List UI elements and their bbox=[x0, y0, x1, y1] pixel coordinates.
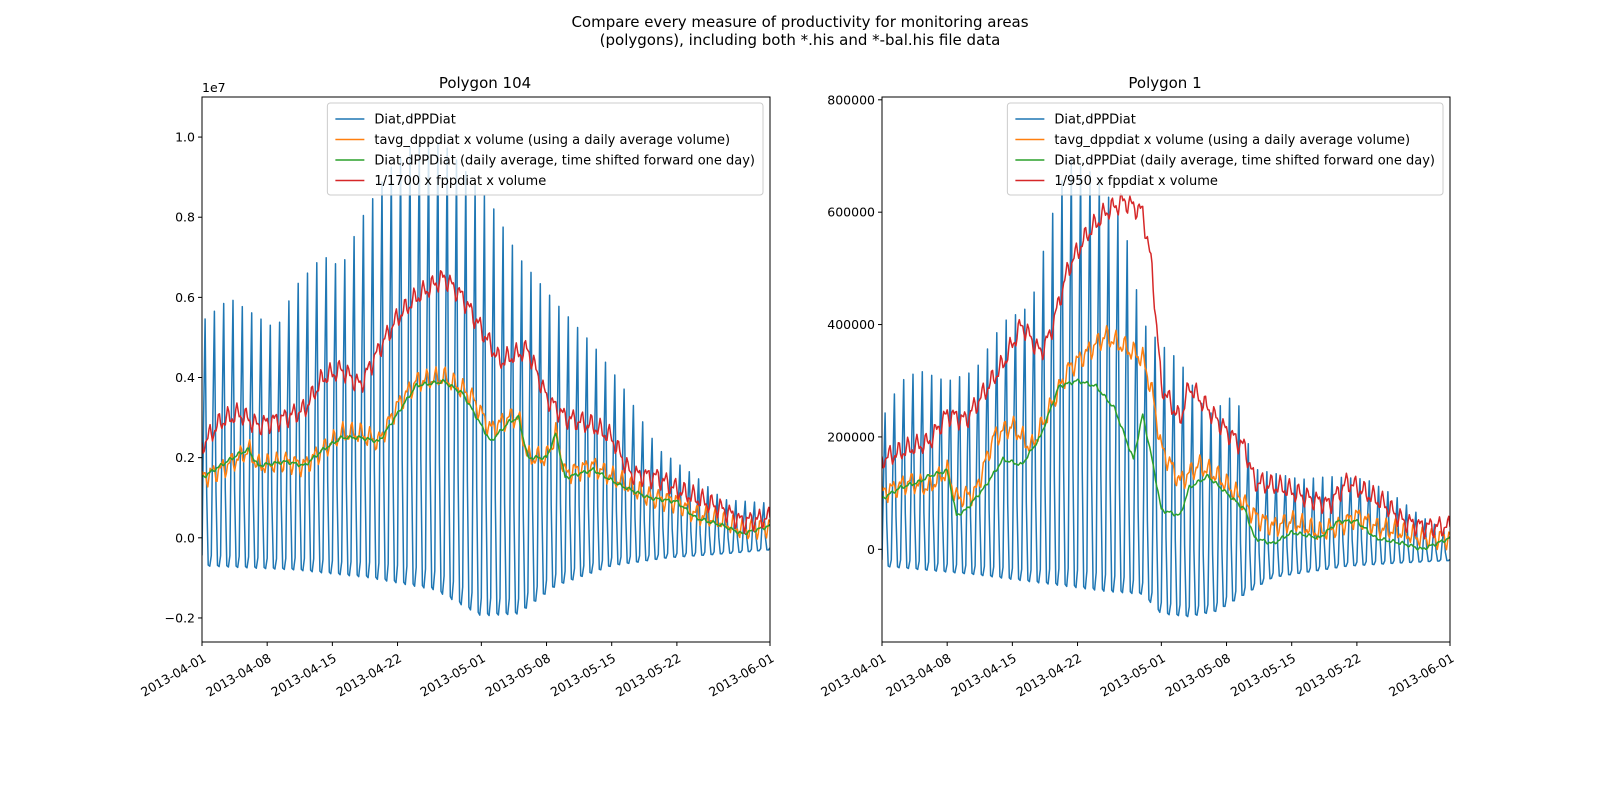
legend-label: 1/1700 x fppdiat x volume bbox=[374, 174, 546, 189]
y-tick-label: 200000 bbox=[827, 429, 875, 444]
x-tick-label: 2013-06-01 bbox=[1386, 650, 1456, 699]
series-line bbox=[202, 139, 770, 617]
legend-entry: Diat,dPPDiat bbox=[1015, 113, 1136, 128]
series-line bbox=[202, 366, 770, 540]
series-group bbox=[882, 160, 1450, 618]
chart-title: Polygon 104 bbox=[439, 74, 531, 92]
legend-entry: Diat,dPPDiat (daily average, time shifte… bbox=[335, 154, 755, 169]
legend-label: tavg_dppdiat x volume (using a daily ave… bbox=[1054, 133, 1410, 148]
legend-frame bbox=[1006, 102, 1444, 196]
legend-label: Diat,dPPDiat bbox=[1054, 113, 1135, 128]
legend-entry: tavg_dppdiat x volume (using a daily ave… bbox=[1015, 133, 1410, 148]
x-tick-label: 2013-06-01 bbox=[706, 650, 776, 699]
series-line bbox=[202, 378, 770, 536]
legend-frame bbox=[326, 102, 764, 196]
x-tick-label: 2013-04-08 bbox=[883, 650, 953, 699]
axes-frame bbox=[201, 96, 771, 643]
y-tick-label: 0.2 bbox=[175, 450, 195, 465]
series-line bbox=[882, 193, 1450, 540]
y-tick-label: 1.0 bbox=[175, 130, 195, 145]
x-tick-label: 2013-05-08 bbox=[483, 650, 553, 699]
x-tick-label: 2013-04-15 bbox=[268, 650, 338, 699]
y-offset-text: 1e7 bbox=[202, 80, 226, 95]
y-tick-label: 0 bbox=[867, 542, 875, 557]
x-tick-label: 2013-05-22 bbox=[613, 650, 683, 699]
x-tick-label: 2013-04-08 bbox=[203, 650, 273, 699]
series-line bbox=[882, 378, 1450, 551]
axes-frame bbox=[881, 96, 1451, 643]
x-tick-label: 2013-04-22 bbox=[334, 650, 404, 699]
legend-entry: 1/1700 x fppdiat x volume bbox=[335, 174, 546, 189]
x-tick-label: 2013-05-15 bbox=[1228, 650, 1298, 699]
x-tick-label: 2013-04-22 bbox=[1014, 650, 1084, 699]
legend-entry: Diat,dPPDiat (daily average, time shifte… bbox=[1015, 154, 1435, 169]
y-tick-label: 0.6 bbox=[175, 290, 195, 305]
figure-suptitle-line-1: Compare every measure of productivity fo… bbox=[571, 13, 1028, 31]
series-line bbox=[202, 269, 770, 535]
y-tick-label: 0.0 bbox=[175, 530, 195, 545]
legend-label: tavg_dppdiat x volume (using a daily ave… bbox=[374, 133, 730, 148]
chart-polygon-104: Polygon 104 1e7 −0.2 0.0 0.2 0.4 0.6 0.8 1.0 20… bbox=[138, 74, 776, 700]
series-line bbox=[882, 160, 1450, 618]
legend-label: 1/950 x fppdiat x volume bbox=[1054, 174, 1218, 189]
series-group bbox=[202, 139, 770, 617]
y-tick-label: 600000 bbox=[827, 205, 875, 220]
figure-suptitle-line-2: (polygons), including both *.his and *-b… bbox=[600, 31, 1001, 49]
series-line bbox=[882, 325, 1450, 551]
legend: Diat,dPPDiat tavg_dppdiat x volume (using… bbox=[1006, 102, 1444, 196]
x-tick-label: 2013-04-01 bbox=[818, 650, 888, 699]
legend-entry: Diat,dPPDiat bbox=[335, 113, 456, 128]
legend-label: Diat,dPPDiat (daily average, time shifte… bbox=[1054, 154, 1435, 169]
chart-title: Polygon 1 bbox=[1128, 74, 1201, 92]
y-tick-label: 400000 bbox=[827, 317, 875, 332]
legend-entry: 1/950 x fppdiat x volume bbox=[1015, 174, 1218, 189]
legend-entry: tavg_dppdiat x volume (using a daily ave… bbox=[335, 133, 730, 148]
x-tick-label: 2013-05-01 bbox=[1097, 650, 1167, 699]
x-tick-label: 2013-04-15 bbox=[948, 650, 1018, 699]
y-tick-label: 0.4 bbox=[175, 370, 195, 385]
x-tick-label: 2013-05-01 bbox=[417, 650, 487, 699]
y-tick-label: 800000 bbox=[827, 92, 875, 107]
legend: Diat,dPPDiat tavg_dppdiat x volume (using… bbox=[326, 102, 764, 196]
x-tick-label: 2013-05-22 bbox=[1293, 650, 1363, 699]
legend-label: Diat,dPPDiat bbox=[374, 113, 455, 128]
x-tick-label: 2013-05-08 bbox=[1163, 650, 1233, 699]
legend-label: Diat,dPPDiat (daily average, time shifte… bbox=[374, 154, 755, 169]
x-tick-label: 2013-05-15 bbox=[548, 650, 618, 699]
chart-polygon-1: Polygon 1 0 200000 400000 600000 800000 2013-… bbox=[818, 74, 1456, 700]
y-tick-label: 0.8 bbox=[175, 210, 195, 225]
y-tick-label: −0.2 bbox=[165, 610, 195, 625]
x-tick-label: 2013-04-01 bbox=[138, 650, 208, 699]
